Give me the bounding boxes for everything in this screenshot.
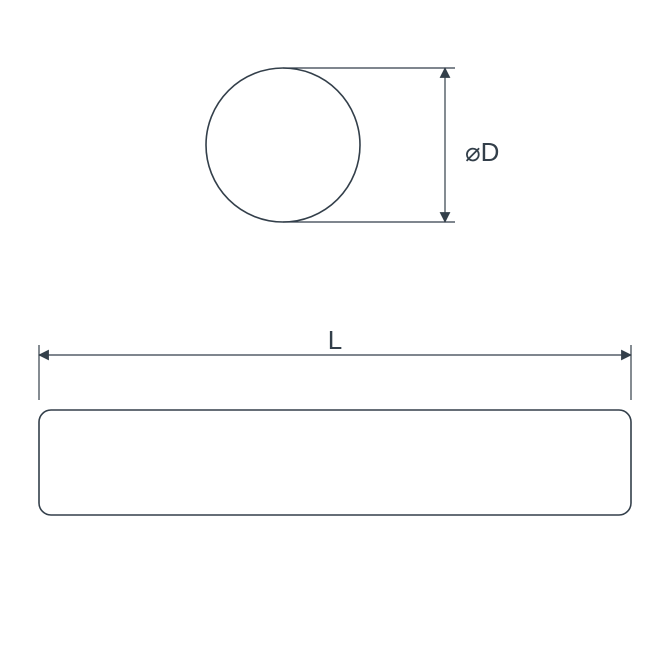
rod-side-view [39,410,631,515]
cross-section-circle [206,68,360,222]
length-label: L [328,325,342,355]
diameter-label: ⌀D [465,137,499,167]
technical-drawing: ⌀D L [0,0,670,670]
